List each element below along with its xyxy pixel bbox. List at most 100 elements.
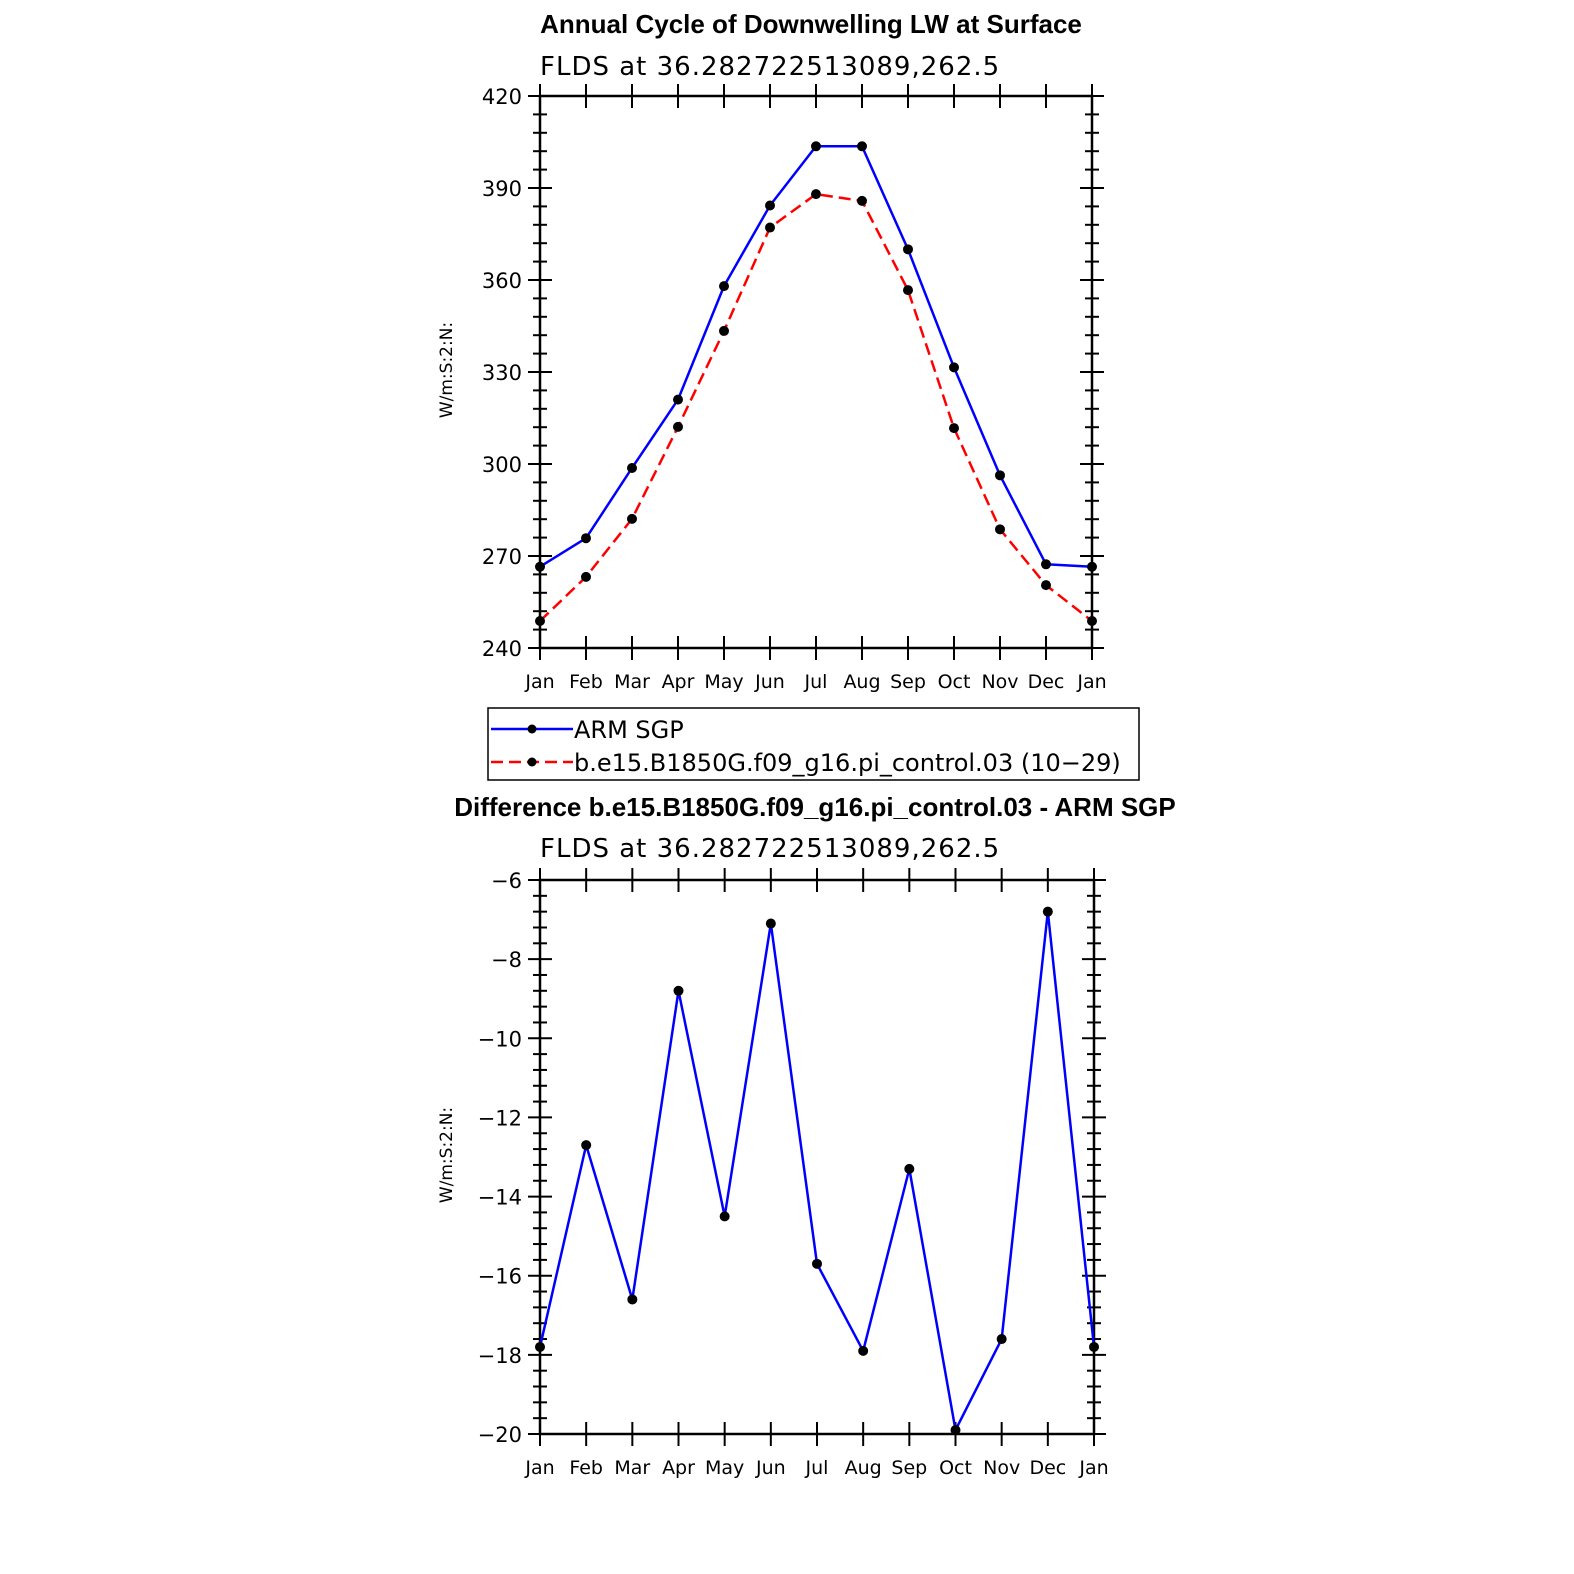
x-tick-label: Mar xyxy=(614,671,650,693)
data-point xyxy=(765,222,775,233)
x-tick-label: Nov xyxy=(981,671,1018,693)
y-tick-label: −14 xyxy=(478,1186,522,1210)
x-tick-label: Feb xyxy=(569,671,603,693)
x-tick-label: Nov xyxy=(983,1457,1020,1479)
data-point xyxy=(627,462,637,473)
x-tick-label: May xyxy=(704,671,743,693)
x-tick-label: Mar xyxy=(614,1457,650,1479)
data-point xyxy=(1041,580,1051,591)
data-point xyxy=(535,616,545,627)
data-point xyxy=(949,362,959,373)
data-point xyxy=(903,285,913,296)
axes: 240 270 300 330 360 390 420 Jan Feb Mar Apr May Jun J… xyxy=(482,84,1107,693)
series-line xyxy=(539,145,1093,568)
series-group xyxy=(535,906,1099,1436)
x-tick-label: Dec xyxy=(1029,1457,1066,1479)
data-point xyxy=(996,1334,1007,1345)
chart-subtitle: FLDS at 36.282722513089,262.5 xyxy=(540,52,1000,82)
data-point xyxy=(581,1140,592,1151)
data-point xyxy=(811,189,821,200)
y-tick-label: −8 xyxy=(491,948,522,972)
x-tick-label: Jul xyxy=(804,671,828,693)
data-point xyxy=(1089,1341,1099,1352)
data-point xyxy=(719,325,729,336)
series-line xyxy=(539,192,1093,622)
data-point xyxy=(719,1211,730,1222)
y-tick-label: 300 xyxy=(482,453,522,477)
x-tick-label: Jun xyxy=(754,671,785,693)
y-tick-label: 390 xyxy=(482,177,522,201)
x-tick-label: Aug xyxy=(845,1457,882,1479)
data-point xyxy=(535,561,545,572)
x-tick-label: Aug xyxy=(843,671,880,693)
y-tick-label: 330 xyxy=(482,361,522,385)
x-tick-label: Feb xyxy=(569,1457,603,1479)
data-point xyxy=(673,394,683,405)
data-point xyxy=(627,513,637,524)
data-point xyxy=(1041,559,1051,570)
data-point xyxy=(719,281,729,292)
x-tick-label: Apr xyxy=(662,1457,695,1479)
data-point xyxy=(858,1345,869,1356)
data-point xyxy=(1042,906,1053,917)
data-point xyxy=(857,195,867,206)
x-tick-label: Apr xyxy=(662,671,695,693)
series-line xyxy=(538,910,1096,1432)
data-point xyxy=(995,470,1005,481)
y-tick-label: 360 xyxy=(482,269,522,293)
legend-label-model: b.e15.B1850G.f09_g16.pi_control.03 (10−2… xyxy=(574,749,1121,777)
plot-frame xyxy=(538,94,1094,650)
plot-frame xyxy=(538,878,1096,1436)
x-tick-label: Oct xyxy=(939,1457,972,1479)
legend: ARM SGP b.e15.B1850G.f09_g16.pi_control.… xyxy=(487,707,1140,781)
data-point xyxy=(581,571,591,582)
x-tick-label: Jan xyxy=(1078,1457,1108,1479)
data-point xyxy=(581,533,591,544)
y-tick-label: −12 xyxy=(478,1106,522,1130)
data-point xyxy=(673,985,684,996)
legend-marker-arm-sgp xyxy=(527,724,537,734)
data-point xyxy=(765,200,775,211)
y-tick-label: −20 xyxy=(478,1423,522,1447)
data-point xyxy=(535,1341,545,1352)
y-tick-label: 240 xyxy=(482,637,522,661)
data-point xyxy=(950,1425,961,1436)
legend-box xyxy=(487,707,1140,781)
chart-subtitle: FLDS at 36.282722513089,262.5 xyxy=(540,834,1000,864)
y-axis-label: W/m:S:2:N: xyxy=(437,1107,457,1203)
x-tick-label: Jan xyxy=(524,1457,554,1479)
data-point xyxy=(811,141,821,152)
legend-label-arm-sgp: ARM SGP xyxy=(574,716,684,744)
data-point xyxy=(1087,561,1097,572)
y-tick-label: −16 xyxy=(478,1265,522,1289)
y-tick-label: −6 xyxy=(491,869,522,893)
x-tick-label: Jun xyxy=(755,1457,786,1479)
y-tick-label: 420 xyxy=(482,85,522,109)
x-tick-label: Jul xyxy=(805,1457,829,1479)
series-group xyxy=(535,141,1097,627)
chart-title: Annual Cycle of Downwelling LW at Surfac… xyxy=(540,9,1082,39)
y-tick-label: 270 xyxy=(482,545,522,569)
data-point xyxy=(1087,616,1097,627)
y-axis-label: W/m:S:2:N: xyxy=(437,322,457,418)
x-tick-label: Oct xyxy=(938,671,971,693)
data-point xyxy=(812,1258,822,1269)
data-point xyxy=(857,141,867,152)
data-point xyxy=(995,524,1005,535)
x-tick-label: Jan xyxy=(524,671,554,693)
data-point xyxy=(949,423,959,434)
difference-chart: Difference b.e15.B1850G.f09_g16.pi_contr… xyxy=(437,792,1176,1479)
data-point xyxy=(627,1294,638,1305)
x-tick-label: Sep xyxy=(890,671,926,693)
legend-marker-model xyxy=(527,757,537,767)
x-tick-label: Sep xyxy=(891,1457,927,1479)
data-point xyxy=(673,421,683,432)
y-tick-label: −10 xyxy=(478,1027,522,1051)
annual-cycle-chart: Annual Cycle of Downwelling LW at Surfac… xyxy=(437,9,1107,693)
data-point xyxy=(903,244,913,255)
data-point xyxy=(904,1163,915,1174)
x-tick-label: Jan xyxy=(1076,671,1106,693)
data-point xyxy=(765,918,776,929)
axes: −20 −18 −16 −14 −12 −10 −8 −6 Jan Feb Mar Apr May Jun… xyxy=(478,868,1109,1479)
